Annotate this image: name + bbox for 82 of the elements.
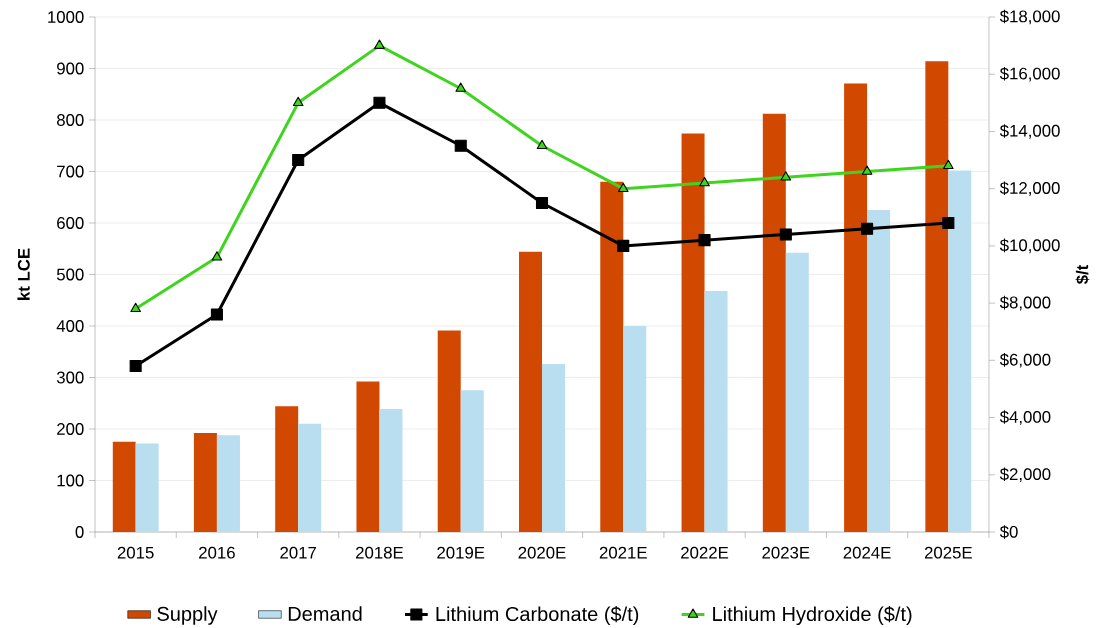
y2-tick-label: $2,000 <box>999 467 1051 483</box>
bar <box>379 408 403 532</box>
bar <box>519 251 542 532</box>
point <box>374 39 385 49</box>
bar <box>356 381 380 532</box>
bar <box>460 390 484 532</box>
y2-tick-label: $14,000 <box>999 124 1060 139</box>
y-tick-label: 1000 <box>48 11 84 23</box>
point <box>211 251 223 261</box>
bar <box>681 133 705 532</box>
x-tick-label: 2015 <box>117 546 154 559</box>
point <box>292 154 305 167</box>
point <box>861 222 874 235</box>
bar <box>112 441 136 532</box>
bar <box>298 423 322 532</box>
y2-tick-label: $8,000 <box>999 295 1051 311</box>
bar <box>193 433 217 532</box>
legend-label: Lithium Carbonate ($/t) <box>436 606 639 626</box>
y-tick-label: 0 <box>75 526 84 538</box>
y2-tick-label: $6,000 <box>999 353 1051 368</box>
bar <box>600 181 624 532</box>
bar <box>704 290 728 532</box>
point <box>779 228 792 241</box>
y-tick-label: 800 <box>57 114 84 126</box>
y-tick-label: 100 <box>57 474 84 487</box>
point <box>780 171 792 181</box>
point <box>373 96 386 109</box>
x-tick-label: 2019E <box>437 546 485 559</box>
legend-label: Demand <box>288 606 362 621</box>
bar <box>275 406 299 532</box>
point <box>536 139 548 150</box>
bar <box>216 435 240 532</box>
bar <box>867 210 891 532</box>
y2-tick-label: $0 <box>999 525 1018 539</box>
point <box>292 96 304 107</box>
x-tick-label: 2023E <box>762 546 810 559</box>
point <box>455 82 467 92</box>
point <box>617 239 630 252</box>
x-tick-label: 2022E <box>681 546 729 559</box>
x-tick-label: 2021E <box>599 546 647 559</box>
point <box>454 139 467 152</box>
x-tick-label: 2020E <box>518 546 566 559</box>
y2-tick-label: $4,000 <box>999 410 1051 425</box>
y2-tick-label: $18,000 <box>999 9 1060 25</box>
y-tick-label: 900 <box>57 62 84 75</box>
y-tick-label: 400 <box>56 320 84 332</box>
bar <box>785 252 809 532</box>
bar <box>762 113 786 532</box>
x-tick-label: 2017 <box>280 546 317 559</box>
bar <box>925 61 949 532</box>
legend-label: Supply <box>157 606 218 625</box>
x-tick-label: 2018E <box>356 546 404 559</box>
y2-tick-label: $10,000 <box>999 238 1060 254</box>
point <box>943 159 954 170</box>
point <box>699 176 710 187</box>
y2-tick-label: $16,000 <box>999 66 1060 82</box>
point <box>861 165 873 175</box>
bar <box>948 170 972 532</box>
y-tick-label: 600 <box>57 217 84 229</box>
x-tick-label: 2024E <box>843 546 891 559</box>
y-tick-label: 700 <box>57 165 84 178</box>
point <box>210 308 223 321</box>
x-tick-label: 2025E <box>924 546 972 559</box>
legend-label: Lithium Hydroxide ($/t) <box>713 606 912 626</box>
bar <box>437 330 461 532</box>
bar <box>844 83 868 532</box>
point <box>535 196 549 209</box>
point <box>617 182 629 192</box>
x-tick-label: 2016 <box>199 546 235 559</box>
y-axis-title: kt LCE <box>17 248 30 300</box>
y2-tick-label: $12,000 <box>999 181 1060 196</box>
y-tick-label: 200 <box>57 423 84 435</box>
bar <box>135 443 159 532</box>
bar <box>542 364 565 532</box>
y-tick-label: 500 <box>56 268 84 281</box>
point <box>130 302 141 313</box>
point <box>698 234 711 247</box>
y-tick-label: 300 <box>56 371 84 384</box>
bar <box>623 325 647 532</box>
point <box>129 360 142 373</box>
y2-axis-title: $/t <box>1075 264 1090 285</box>
point <box>942 216 955 230</box>
